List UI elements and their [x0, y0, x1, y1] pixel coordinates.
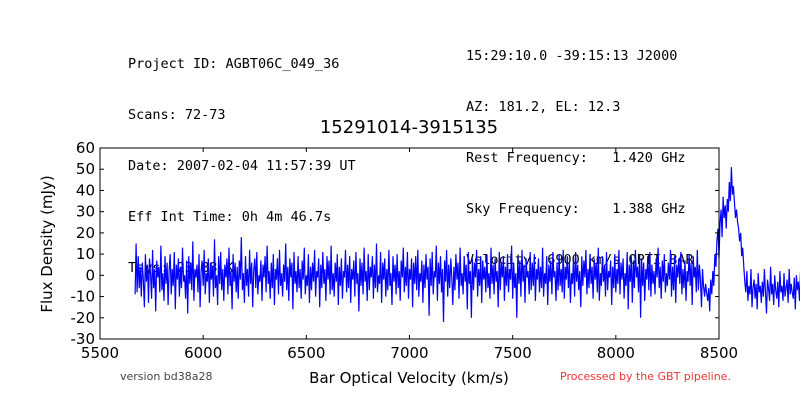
- y-tick-label: -10: [71, 288, 96, 306]
- y-tick-label: 40: [76, 181, 95, 199]
- x-tick-label: 7000: [390, 344, 428, 362]
- y-tick-label: 60: [76, 139, 95, 157]
- y-axis-label: Flux Density (mJy): [38, 175, 56, 312]
- y-tick-label: 20: [76, 224, 95, 242]
- x-tick-label: 5500: [81, 344, 119, 362]
- rest-frequency-line: Rest Frequency: 1.420 GHz: [466, 150, 686, 166]
- version-note: version bd38a28: [120, 370, 213, 383]
- coordinates-line: 15:29:10.0 -39:15:13 J2000: [466, 48, 678, 64]
- chart-title: 15291014-3915135: [320, 117, 498, 138]
- x-tick-label: 8000: [597, 344, 635, 362]
- scans-line: Scans: 72-73: [128, 107, 226, 123]
- x-tick-label: 8500: [700, 344, 738, 362]
- y-tick-label: 10: [76, 245, 95, 263]
- y-tick-label: -30: [71, 330, 96, 348]
- x-axis-label: Bar Optical Velocity (km/s): [309, 369, 509, 387]
- x-tick-label: 6000: [184, 344, 222, 362]
- y-tick-label: 0: [85, 266, 95, 284]
- spectrum-line: [134, 167, 800, 323]
- project-id-line: Project ID: AGBT06C_049_36: [128, 56, 340, 72]
- y-tick-label: 30: [76, 203, 95, 221]
- velocity-line: Velocity: 6900 km/s OPTI-BAR: [466, 252, 694, 268]
- y-tick-label: 50: [76, 160, 95, 178]
- observation-info-right: 15:29:10.0 -39:15:13 J2000 AZ: 181.2, EL…: [466, 14, 694, 303]
- y-tick-label: -20: [71, 309, 96, 327]
- date-line: Date: 2007-02-04 11:57:39 UT: [128, 158, 356, 174]
- eff-int-time-line: Eff Int Time: 0h 4m 46.7s: [128, 209, 332, 225]
- x-tick-label: 6500: [287, 344, 325, 362]
- sky-frequency-line: Sky Frequency: 1.388 GHz: [466, 201, 686, 217]
- x-tick-label: 7500: [494, 344, 532, 362]
- observation-info-left: Project ID: AGBT06C_049_36 Scans: 72-73 …: [128, 22, 356, 311]
- pipeline-note: Processed by the GBT pipeline.: [560, 370, 731, 383]
- az-el-line: AZ: 181.2, EL: 12.3: [466, 99, 621, 115]
